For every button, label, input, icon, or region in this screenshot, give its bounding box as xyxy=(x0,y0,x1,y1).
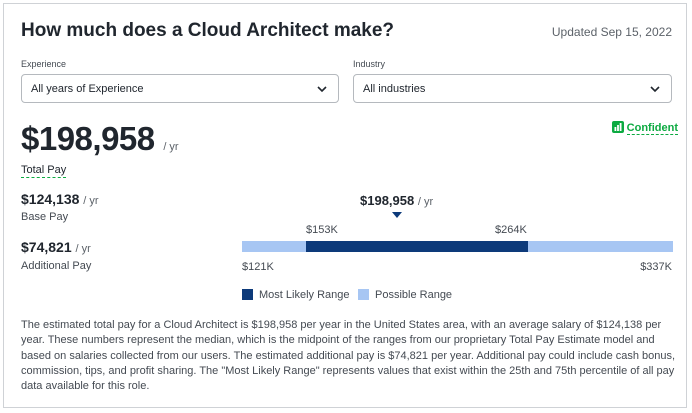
additional-pay-label: Additional Pay xyxy=(21,260,92,272)
industry-select[interactable]: All industries xyxy=(353,74,672,103)
confidence-badge[interactable]: Confident xyxy=(611,121,678,135)
pay-description: The estimated total pay for a Cloud Arch… xyxy=(21,319,676,393)
possible-swatch xyxy=(358,289,369,300)
median-value: $198,958 xyxy=(360,193,415,208)
median-pay: $198,958 / yr xyxy=(360,193,433,208)
legend-most-likely: Most Likely Range xyxy=(242,289,350,301)
likely-high-label: $264K xyxy=(495,224,527,236)
page-title: How much does a Cloud Architect make? xyxy=(21,20,395,41)
industry-value: All industries xyxy=(363,83,426,95)
additional-pay-unit: / yr xyxy=(75,243,91,255)
total-pay-value: $198,958 xyxy=(21,120,155,157)
possible-high-label: $337K xyxy=(640,261,672,273)
additional-pay-value: $74,821 xyxy=(21,239,72,255)
chevron-down-icon xyxy=(650,86,660,93)
base-pay-label: Base Pay xyxy=(21,211,69,223)
median-unit: / yr xyxy=(417,196,434,208)
updated-date: Updated Sep 15, 2022 xyxy=(551,25,672,39)
total-pay-unit: / yr xyxy=(163,141,179,153)
industry-label: Industry xyxy=(353,59,386,69)
possible-low-label: $121K xyxy=(242,261,274,273)
median-marker xyxy=(392,212,402,218)
total-pay-amount: $198,958 / yr xyxy=(21,120,179,158)
bar-chart-icon xyxy=(611,121,624,133)
legend-possible: Possible Range xyxy=(358,289,452,301)
base-pay-amount: $124,138 / yr xyxy=(21,191,99,207)
experience-label: Experience xyxy=(21,59,67,69)
most-likely-swatch xyxy=(242,289,253,300)
experience-value: All years of Experience xyxy=(31,83,144,95)
confidence-label: Confident xyxy=(626,122,678,135)
total-pay-label[interactable]: Total Pay xyxy=(21,164,67,178)
chevron-down-icon xyxy=(317,86,327,93)
salary-card: How much does a Cloud Architect make? Up… xyxy=(3,3,687,408)
legend-most-likely-label: Most Likely Range xyxy=(259,289,350,301)
base-pay-unit: / yr xyxy=(83,195,99,207)
base-pay-value: $124,138 xyxy=(21,191,80,207)
likely-low-label: $153K xyxy=(306,224,338,236)
experience-select[interactable]: All years of Experience xyxy=(21,74,339,103)
most-likely-range-bar xyxy=(306,241,528,252)
additional-pay-amount: $74,821 / yr xyxy=(21,239,91,255)
legend-possible-label: Possible Range xyxy=(375,289,453,301)
